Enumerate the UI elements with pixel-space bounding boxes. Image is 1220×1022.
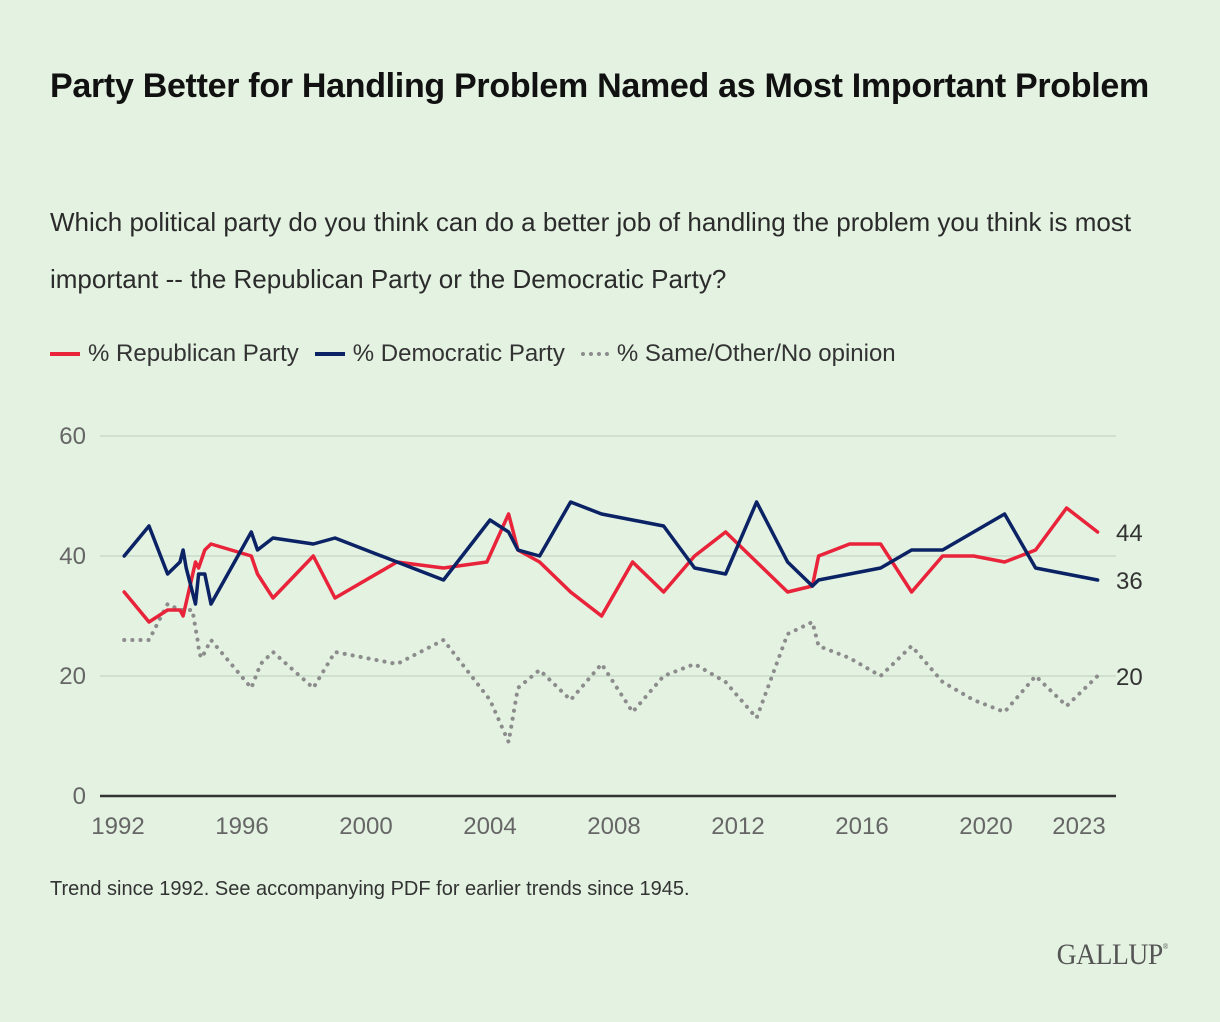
legend: % Republican Party % Democratic Party % … [50,340,912,368]
legend-label-other: % Same/Other/No opinion [616,340,896,367]
registered-mark: ® [1162,942,1169,951]
legend-item-democratic: % Democratic Party [314,340,565,368]
x-tick-label: 2012 [711,813,764,840]
x-tick-label: 2008 [587,813,640,840]
gridlines [100,435,1116,798]
legend-label-republican: % Republican Party [88,340,299,367]
chart-title: Party Better for Handling Problem Named … [50,67,1149,105]
end-labels: 20 44 36 [1116,520,1143,691]
legend-swatch-other [580,352,609,356]
x-tick-label: 2004 [463,813,516,840]
legend-swatch-republican [50,352,80,356]
brand-name: GALLUP [1056,938,1164,971]
legend-item-republican: % Republican Party [50,340,299,368]
y-tick-label: 40 [59,543,86,570]
legend-label-democratic: % Democratic Party [352,340,565,367]
legend-item-other: % Same/Other/No opinion [580,340,896,368]
x-tick-label: 1992 [91,813,144,840]
series-line-other [122,602,1100,744]
chart-subtitle: Which political party do you think can d… [50,207,1132,294]
legend-swatch-democratic [314,352,345,356]
end-label-democratic: 36 [1116,568,1143,595]
y-tick-label: 60 [59,423,86,450]
x-axis-ticks: 1992 1996 2000 2004 2008 2012 2016 2020 2023 [91,813,1105,840]
end-label-other: 20 [1116,664,1143,691]
end-label-republican: 44 [1116,520,1143,547]
gallup-logo: GALLUP® [1056,938,1169,972]
footnote: Trend since 1992. See accompanying PDF f… [50,878,690,900]
series-line-democratic [122,500,1100,606]
x-tick-label: 2016 [835,813,888,840]
x-tick-label: 2020 [959,813,1012,840]
series-line-republican [122,506,1100,624]
series-lines [122,500,1100,744]
x-tick-label: 1996 [215,813,268,840]
x-tick-label: 2023 [1052,813,1105,840]
y-axis-ticks: 0 20 40 60 [59,423,86,810]
y-tick-label: 0 [73,783,86,810]
x-tick-label: 2000 [339,813,392,840]
y-tick-label: 20 [59,663,86,690]
